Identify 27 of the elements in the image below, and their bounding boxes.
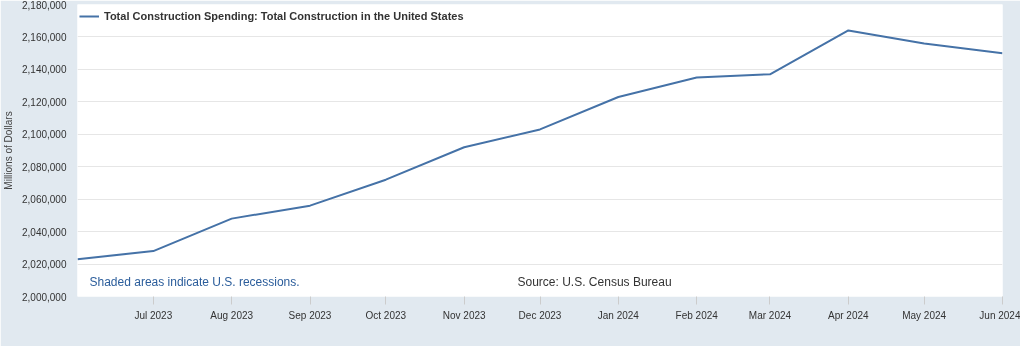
y-tick-label: 2,100,000 xyxy=(22,129,67,141)
annotation: Source: U.S. Census Bureau xyxy=(517,274,672,289)
y-tick-label: 2,040,000 xyxy=(22,226,67,238)
x-tick-label: Apr 2024 xyxy=(828,309,870,321)
x-tick-label: May 2024 xyxy=(902,309,947,321)
y-tick-label: 2,000,000 xyxy=(22,291,67,303)
annotation: Shaded areas indicate U.S. recessions. xyxy=(89,274,300,289)
y-tick-label: 2,180,000 xyxy=(22,0,67,11)
line-series xyxy=(77,29,1003,261)
x-tick-label: Oct 2023 xyxy=(365,309,407,321)
x-tick-label: Dec 2023 xyxy=(518,309,562,321)
y-tick-label: 2,020,000 xyxy=(22,259,67,271)
y-tick-label: 2,160,000 xyxy=(22,31,67,43)
x-tick-label: Jun 2024 xyxy=(979,309,1021,321)
x-tick-label: Jan 2024 xyxy=(597,309,640,321)
legend-label: Total Construction Spending: Total Construction in the United States xyxy=(104,10,464,22)
x-tick-label: Jul 2023 xyxy=(134,309,173,321)
y-tick-label: 2,080,000 xyxy=(22,161,67,173)
y-tick-label: 2,140,000 xyxy=(22,64,67,76)
y-tick-label: 2,060,000 xyxy=(22,194,67,206)
x-tick-label: Aug 2023 xyxy=(210,309,254,321)
y-axis-title: Millions of Dollars xyxy=(3,111,15,190)
x-tick-label: Mar 2024 xyxy=(748,309,792,321)
y-tick-label: 2,120,000 xyxy=(22,96,67,108)
x-tick-label: Feb 2024 xyxy=(675,309,719,321)
x-tick-label: Nov 2023 xyxy=(442,309,487,321)
x-tick-label: Sep 2023 xyxy=(288,309,332,321)
